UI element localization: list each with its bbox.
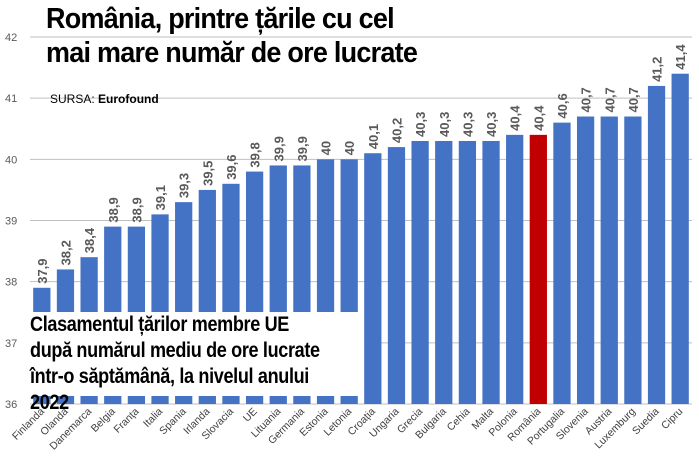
- value-label: 40,4: [508, 105, 523, 131]
- bar-suedia: [647, 85, 666, 404]
- bar-bulgaria: [435, 140, 453, 404]
- source-name: Eurofound: [98, 92, 159, 106]
- y-tick-label: 42: [5, 32, 17, 44]
- value-label: 40: [342, 141, 357, 155]
- value-label: 39,1: [153, 185, 168, 210]
- value-label: 38,9: [106, 197, 121, 222]
- value-label: 39,9: [271, 136, 286, 161]
- value-label: 39,9: [295, 136, 310, 161]
- value-label: 40,7: [579, 87, 594, 112]
- value-label: 39,6: [224, 154, 239, 179]
- value-label: 40: [319, 141, 334, 155]
- bar-grecia: [411, 140, 429, 404]
- bar-slovenia: [576, 116, 595, 405]
- bar-românia: [529, 134, 547, 404]
- value-label: 40,3: [437, 112, 452, 137]
- value-label: 40,6: [555, 93, 570, 118]
- value-label: 40,3: [484, 112, 499, 137]
- subtitle-background: [24, 312, 364, 396]
- value-labels: 37,9 38,2 38,4 38,9 38,9 39,1 39,3 39,5 39,6 39,8…: [35, 44, 688, 284]
- bars: [33, 73, 689, 405]
- y-tick-label: 39: [5, 216, 17, 228]
- value-label: 40,2: [389, 118, 404, 143]
- y-tick-label: 38: [5, 277, 17, 289]
- y-axis-ticks: 36 37 38 39 40 41 42: [5, 32, 17, 411]
- value-label: 39,5: [200, 161, 215, 186]
- value-label: 40,1: [366, 124, 381, 149]
- bar-malta: [482, 140, 500, 404]
- y-tick-label: 36: [5, 399, 17, 411]
- value-label: 39,8: [248, 142, 263, 167]
- bar-austria: [600, 116, 618, 405]
- value-label: 40,7: [602, 87, 617, 112]
- value-label: 40,3: [460, 112, 475, 137]
- bar-cehia: [458, 140, 477, 404]
- bar-luxemburg: [624, 116, 642, 405]
- value-label: 40,3: [413, 112, 428, 137]
- y-tick-label: 37: [5, 338, 17, 350]
- bar-polonia: [506, 134, 524, 404]
- bar-cipru: [671, 73, 689, 404]
- value-label: 40,7: [626, 87, 641, 112]
- chart-title: România, printre țările cu cel mai mare …: [46, 3, 418, 69]
- source-line: SURSA: Eurofound: [50, 92, 159, 106]
- x-tick-label: Suedia: [630, 406, 662, 438]
- y-tick-label: 40: [5, 154, 17, 166]
- chart-subtitle: Clasamentul țărilor membre UE după număr…: [30, 313, 320, 414]
- value-label: 38,2: [58, 240, 73, 265]
- bar-croația: [364, 153, 382, 404]
- value-label: 38,9: [129, 197, 144, 222]
- bar-ungaria: [387, 147, 406, 404]
- value-label: 41,4: [673, 44, 688, 70]
- x-tick-label: Cipru: [659, 406, 685, 432]
- value-label: 37,9: [35, 258, 50, 283]
- value-label: 40,4: [531, 105, 546, 131]
- x-tick-label: Cehia: [445, 406, 473, 434]
- source-label: SURSA:: [50, 92, 95, 106]
- value-label: 39,3: [177, 173, 192, 198]
- value-label: 41,2: [650, 57, 665, 82]
- value-label: 38,4: [82, 227, 97, 253]
- y-tick-label: 41: [5, 93, 17, 105]
- bar-portugalia: [553, 122, 571, 404]
